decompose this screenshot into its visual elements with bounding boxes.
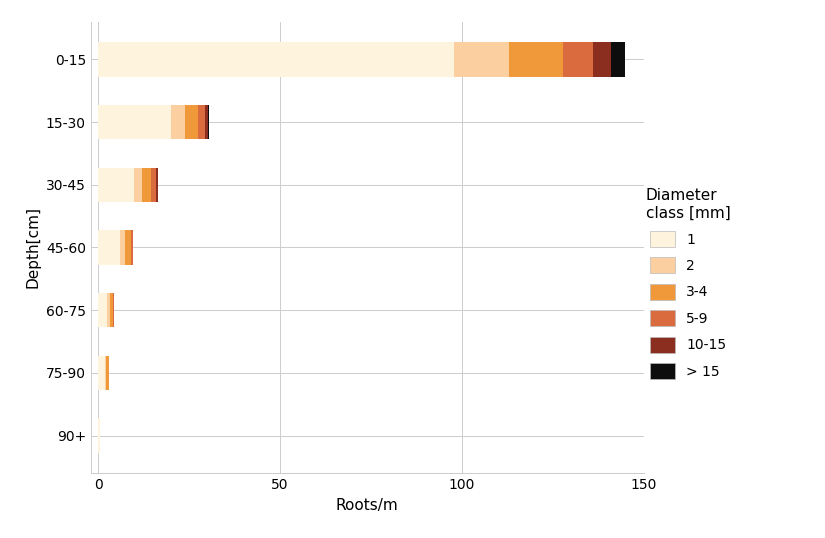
Bar (171, 105, 186, 139)
Bar (186, 105, 198, 139)
Bar (455, 42, 509, 76)
X-axis label: Roots/m: Roots/m (336, 498, 398, 513)
Bar (205, 105, 208, 139)
Bar (98, 42, 455, 76)
Bar (107, 293, 110, 328)
Bar (151, 167, 156, 202)
Bar (134, 167, 142, 202)
Bar (563, 42, 592, 76)
Bar (98, 105, 171, 139)
Bar (98, 293, 107, 328)
Bar (610, 42, 625, 76)
Bar (98, 356, 105, 390)
Bar (120, 230, 125, 265)
Bar (113, 293, 115, 328)
Bar (592, 42, 610, 76)
Bar (125, 230, 130, 265)
Bar (509, 42, 563, 76)
Bar (98, 419, 100, 453)
Bar (105, 356, 106, 390)
Y-axis label: Depth[cm]: Depth[cm] (26, 207, 40, 288)
Bar (156, 167, 158, 202)
Bar (110, 293, 113, 328)
Legend: 1, 2, 3-4, 5-9, 10-15, > 15: 1, 2, 3-4, 5-9, 10-15, > 15 (646, 188, 730, 379)
Bar (98, 167, 134, 202)
Bar (98, 230, 120, 265)
Bar (130, 230, 133, 265)
Bar (106, 356, 109, 390)
Bar (198, 105, 205, 139)
Bar (142, 167, 151, 202)
